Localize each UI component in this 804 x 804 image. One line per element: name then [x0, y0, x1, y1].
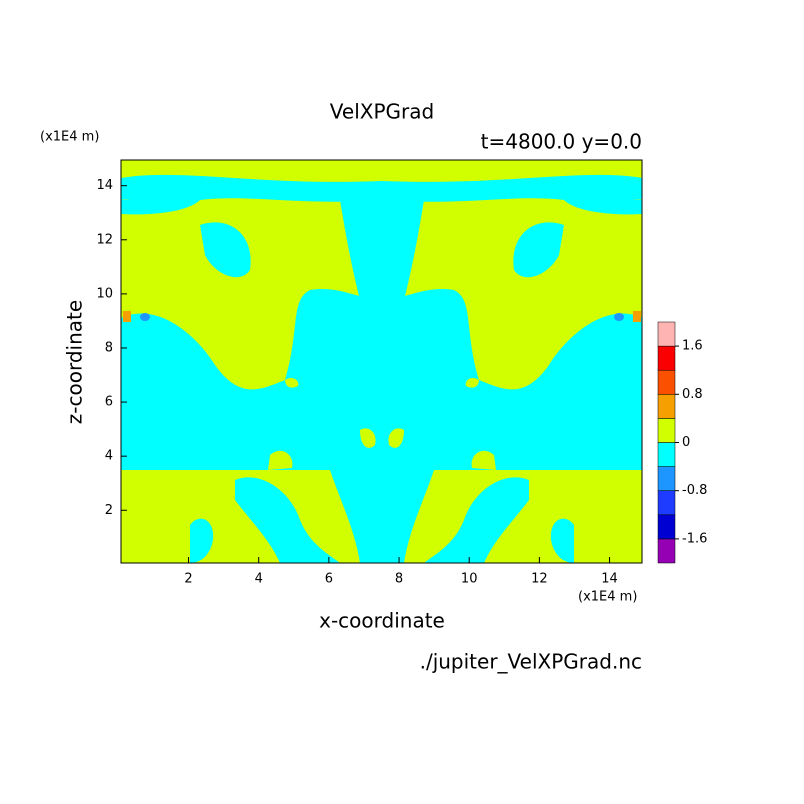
- positive-region: [360, 428, 376, 448]
- chart-title: VelXPGrad: [330, 100, 434, 124]
- positive-region: [513, 312, 559, 360]
- chart-subtitle: t=4800.0 y=0.0: [481, 130, 642, 154]
- y-tick-label: 14: [96, 178, 113, 193]
- colorbar-label: 0: [682, 435, 690, 450]
- extreme-spot: [123, 311, 131, 322]
- y-units: (x1E4 m): [40, 130, 99, 145]
- y-axis-label: z-coordinate: [63, 300, 87, 424]
- extreme-spot: [614, 313, 624, 321]
- x-tick-label: 14: [601, 572, 618, 587]
- negative-region: [382, 470, 434, 563]
- negative-region: [121, 200, 200, 215]
- x-tick-label: 6: [325, 572, 333, 587]
- plot-frame: [120, 159, 643, 564]
- x-tick-label: 8: [395, 572, 403, 587]
- x-axis-label: x-coordinate: [319, 609, 445, 633]
- negative-region: [382, 200, 424, 300]
- y-tick-label: 10: [96, 286, 113, 301]
- colorbar-box: [657, 490, 676, 516]
- negative-region: [121, 288, 382, 470]
- y-tick-label: 2: [105, 503, 113, 518]
- colorbar-box: [657, 345, 676, 371]
- x-tick-label: 4: [255, 572, 263, 587]
- negative-region: [340, 200, 382, 300]
- positive-region: [471, 450, 496, 470]
- colorbar-label: 1.6: [682, 339, 703, 354]
- colorbar-label: -1.6: [682, 531, 707, 546]
- colorbar-box: [657, 321, 676, 347]
- negative-region: [190, 518, 214, 563]
- negative-region: [513, 222, 564, 278]
- colorbar-box: [657, 538, 676, 564]
- negative-region: [382, 174, 642, 203]
- negative-region: [200, 222, 251, 278]
- negative-region: [564, 200, 642, 215]
- colorbar-box: [657, 514, 676, 540]
- negative-region: [330, 470, 382, 563]
- y-tick-label: 6: [105, 395, 113, 410]
- x-tick-label: 12: [531, 572, 548, 587]
- colorbar-box: [657, 418, 676, 443]
- x-tick-label: 10: [461, 572, 478, 587]
- colorbar-box: [657, 442, 676, 467]
- negative-region: [235, 477, 340, 563]
- extreme-spot: [633, 311, 641, 322]
- y-tick-label: 8: [105, 340, 113, 355]
- y-tick-label: 4: [105, 449, 113, 464]
- negative-region: [382, 289, 642, 470]
- positive-region: [285, 377, 299, 388]
- colorbar-box: [657, 394, 676, 419]
- extreme-spot: [140, 313, 150, 321]
- x-tick-label: 2: [184, 572, 192, 587]
- field-half: [121, 174, 382, 563]
- negative-region: [424, 477, 529, 563]
- negative-region: [121, 174, 382, 203]
- colorbar-label: 0.8: [682, 387, 703, 402]
- field-half: [382, 174, 642, 563]
- colorbar-box: [657, 466, 676, 491]
- colorbar-label: -0.8: [682, 483, 707, 498]
- positive-region: [205, 312, 251, 360]
- colorbar-box: [657, 369, 676, 395]
- positive-region: [388, 428, 404, 448]
- negative-region: [550, 518, 574, 563]
- y-tick-label: 12: [96, 232, 113, 247]
- contour-field: [121, 160, 642, 563]
- source-file: ./jupiter_VelXPGrad.nc: [420, 650, 642, 674]
- x-units: (x1E4 m): [578, 590, 637, 605]
- positive-region: [465, 377, 479, 388]
- positive-region: [268, 450, 293, 470]
